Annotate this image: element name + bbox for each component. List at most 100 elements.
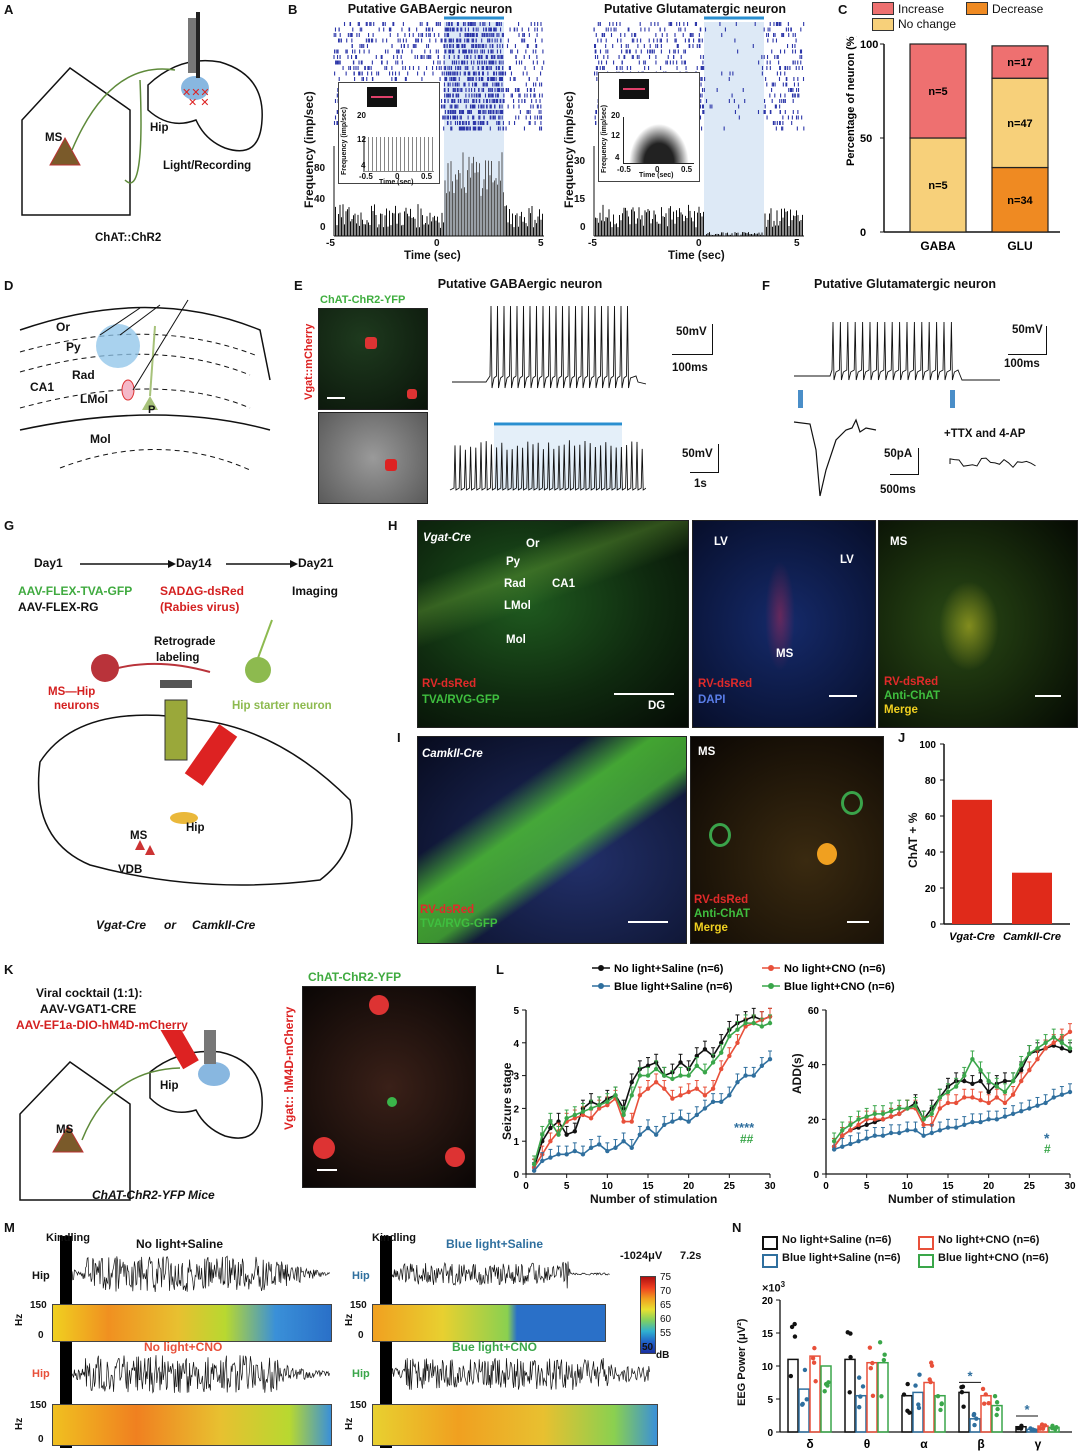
- n-dot: [813, 1379, 818, 1384]
- l-right-ytick-label: 0: [813, 1170, 819, 1181]
- l-left-ytick-label: 2: [513, 1104, 519, 1115]
- b-left-waveform: [367, 87, 397, 107]
- n-exponent: ×103: [762, 1280, 785, 1295]
- l-left-point: [605, 1099, 610, 1105]
- l-left-point: [710, 1086, 716, 1091]
- l-left-point: [645, 1086, 651, 1091]
- d-rad-label: Rad: [72, 368, 95, 382]
- l-sig-left-1: ****: [734, 1120, 755, 1135]
- m-colorbar: [640, 1276, 656, 1354]
- i-merge: Merge: [694, 922, 728, 934]
- n-ytick-label: 20: [762, 1296, 774, 1307]
- l-left-series-line: [533, 1015, 771, 1168]
- panel-letter-n: N: [732, 1220, 742, 1235]
- k-scale-bar: [317, 1169, 337, 1171]
- i-green-band: [418, 737, 686, 943]
- g-ms-hip: MS—Hip: [48, 686, 96, 698]
- n-legend-swatch-0: [762, 1236, 778, 1250]
- k-aav2: AAV-EF1a-DIO-hM4D-mCherry: [16, 1018, 188, 1032]
- e-scale-ms: 100ms: [672, 362, 708, 374]
- b-right-inset-xtick-0: -0.5: [617, 165, 631, 174]
- n-dot: [802, 1367, 808, 1373]
- m-hz0-2: 0: [358, 1330, 364, 1341]
- n-bar: [901, 1394, 913, 1433]
- g-starter: Hip starter neuron: [232, 700, 332, 712]
- b-left-ytick-0: 0: [320, 222, 326, 233]
- f-ttx-label: +TTX and 4-AP: [944, 428, 1026, 440]
- l-left-point: [662, 1086, 667, 1091]
- n-legend-3: Blue light+CNO (n=6): [938, 1252, 1049, 1264]
- l-left-point: [653, 1079, 659, 1085]
- n-dot: [907, 1410, 912, 1415]
- d-ca1-label: CA1: [30, 380, 55, 394]
- l-right-xtick-label: 20: [983, 1181, 995, 1192]
- l-left-ytick-label: 4: [513, 1039, 519, 1050]
- b-left-ylabel: Frequency (imp/sec): [302, 91, 316, 208]
- l-left-point: [694, 1053, 699, 1059]
- l-right-point: [1010, 1092, 1016, 1097]
- i-micrograph-hippocampus: [417, 736, 687, 944]
- l-right-point: [864, 1114, 869, 1119]
- b-left-xtick-1: 0: [434, 238, 440, 249]
- l-right-point: [945, 1100, 951, 1106]
- a-hip-label: Hip: [150, 122, 169, 134]
- l-right-point: [953, 1125, 959, 1130]
- l-left-point: [662, 1122, 667, 1127]
- c-bar-segment: [991, 45, 1049, 79]
- n-dot: [994, 1400, 1000, 1405]
- l-right-point: [905, 1128, 910, 1133]
- l-right-point: [856, 1139, 861, 1144]
- b-left-inset-ytick-1: 12: [357, 135, 366, 144]
- l-left-point: [580, 1112, 586, 1118]
- l-left-point: [645, 1125, 651, 1131]
- l-right-point: [1035, 1057, 1040, 1062]
- l-left-point: [751, 1073, 756, 1078]
- c-bar-label: n=5: [928, 180, 947, 192]
- j-bar: [952, 799, 992, 924]
- n-category-label: γ: [1035, 1437, 1042, 1451]
- i-ms: MS: [698, 746, 716, 758]
- m-spectrogram-4: [372, 1404, 658, 1446]
- l-right-point: [1051, 1040, 1056, 1045]
- panel-g-diagram: [37, 560, 353, 886]
- panel-letter-k: K: [4, 962, 14, 977]
- n-dot: [1053, 1427, 1058, 1432]
- e-trace-light: [449, 440, 646, 491]
- l-legend-label: Blue light+CNO (n=6): [784, 981, 895, 993]
- c-category-label: GABA: [920, 239, 956, 253]
- m-title-1: No light+Saline: [136, 1237, 224, 1251]
- c-ytick-label: 0: [860, 227, 866, 239]
- n-dot: [788, 1373, 794, 1379]
- f-light-pulse-2: [950, 390, 955, 408]
- h-rv: RV-dsRed: [422, 678, 477, 690]
- h-antichat: Anti-ChAT: [884, 690, 940, 702]
- n-dot: [1050, 1423, 1055, 1429]
- l-right-point: [848, 1141, 853, 1147]
- m-hz150-3: 150: [30, 1400, 47, 1411]
- l-right-point: [978, 1078, 983, 1084]
- l-left-point: [621, 1119, 626, 1124]
- n-dot: [822, 1389, 827, 1394]
- n-dot: [916, 1402, 921, 1407]
- l-right-point: [1027, 1106, 1032, 1111]
- b-right-ylabel: Frequency (imp/sec): [562, 91, 576, 208]
- l-right-point: [953, 1084, 959, 1089]
- l-right-point: [1002, 1100, 1008, 1106]
- l-left-xtick-label: 25: [724, 1181, 736, 1192]
- l-right-point: [1035, 1103, 1040, 1108]
- n-dot: [870, 1393, 876, 1398]
- m-spectrogram-3: [52, 1404, 332, 1446]
- l-left-point: [605, 1102, 610, 1108]
- n-dot: [792, 1321, 797, 1327]
- c-bar-label: n=17: [1007, 57, 1032, 69]
- l-right-point: [970, 1057, 975, 1062]
- h-scale-bar-2: [829, 695, 857, 697]
- panel-l-charts: No light+Saline (n=6) No light+CNO (n=6) B…: [513, 963, 1076, 1192]
- n-dot: [789, 1324, 795, 1330]
- l-left-point: [694, 1063, 699, 1068]
- n-dot: [982, 1401, 987, 1406]
- f-light-pulse-1: [798, 390, 803, 408]
- l-right-point: [1019, 1108, 1024, 1114]
- l-left-xtick-label: 5: [564, 1181, 570, 1192]
- b-left-inset-xtick-2: 0.5: [421, 172, 433, 181]
